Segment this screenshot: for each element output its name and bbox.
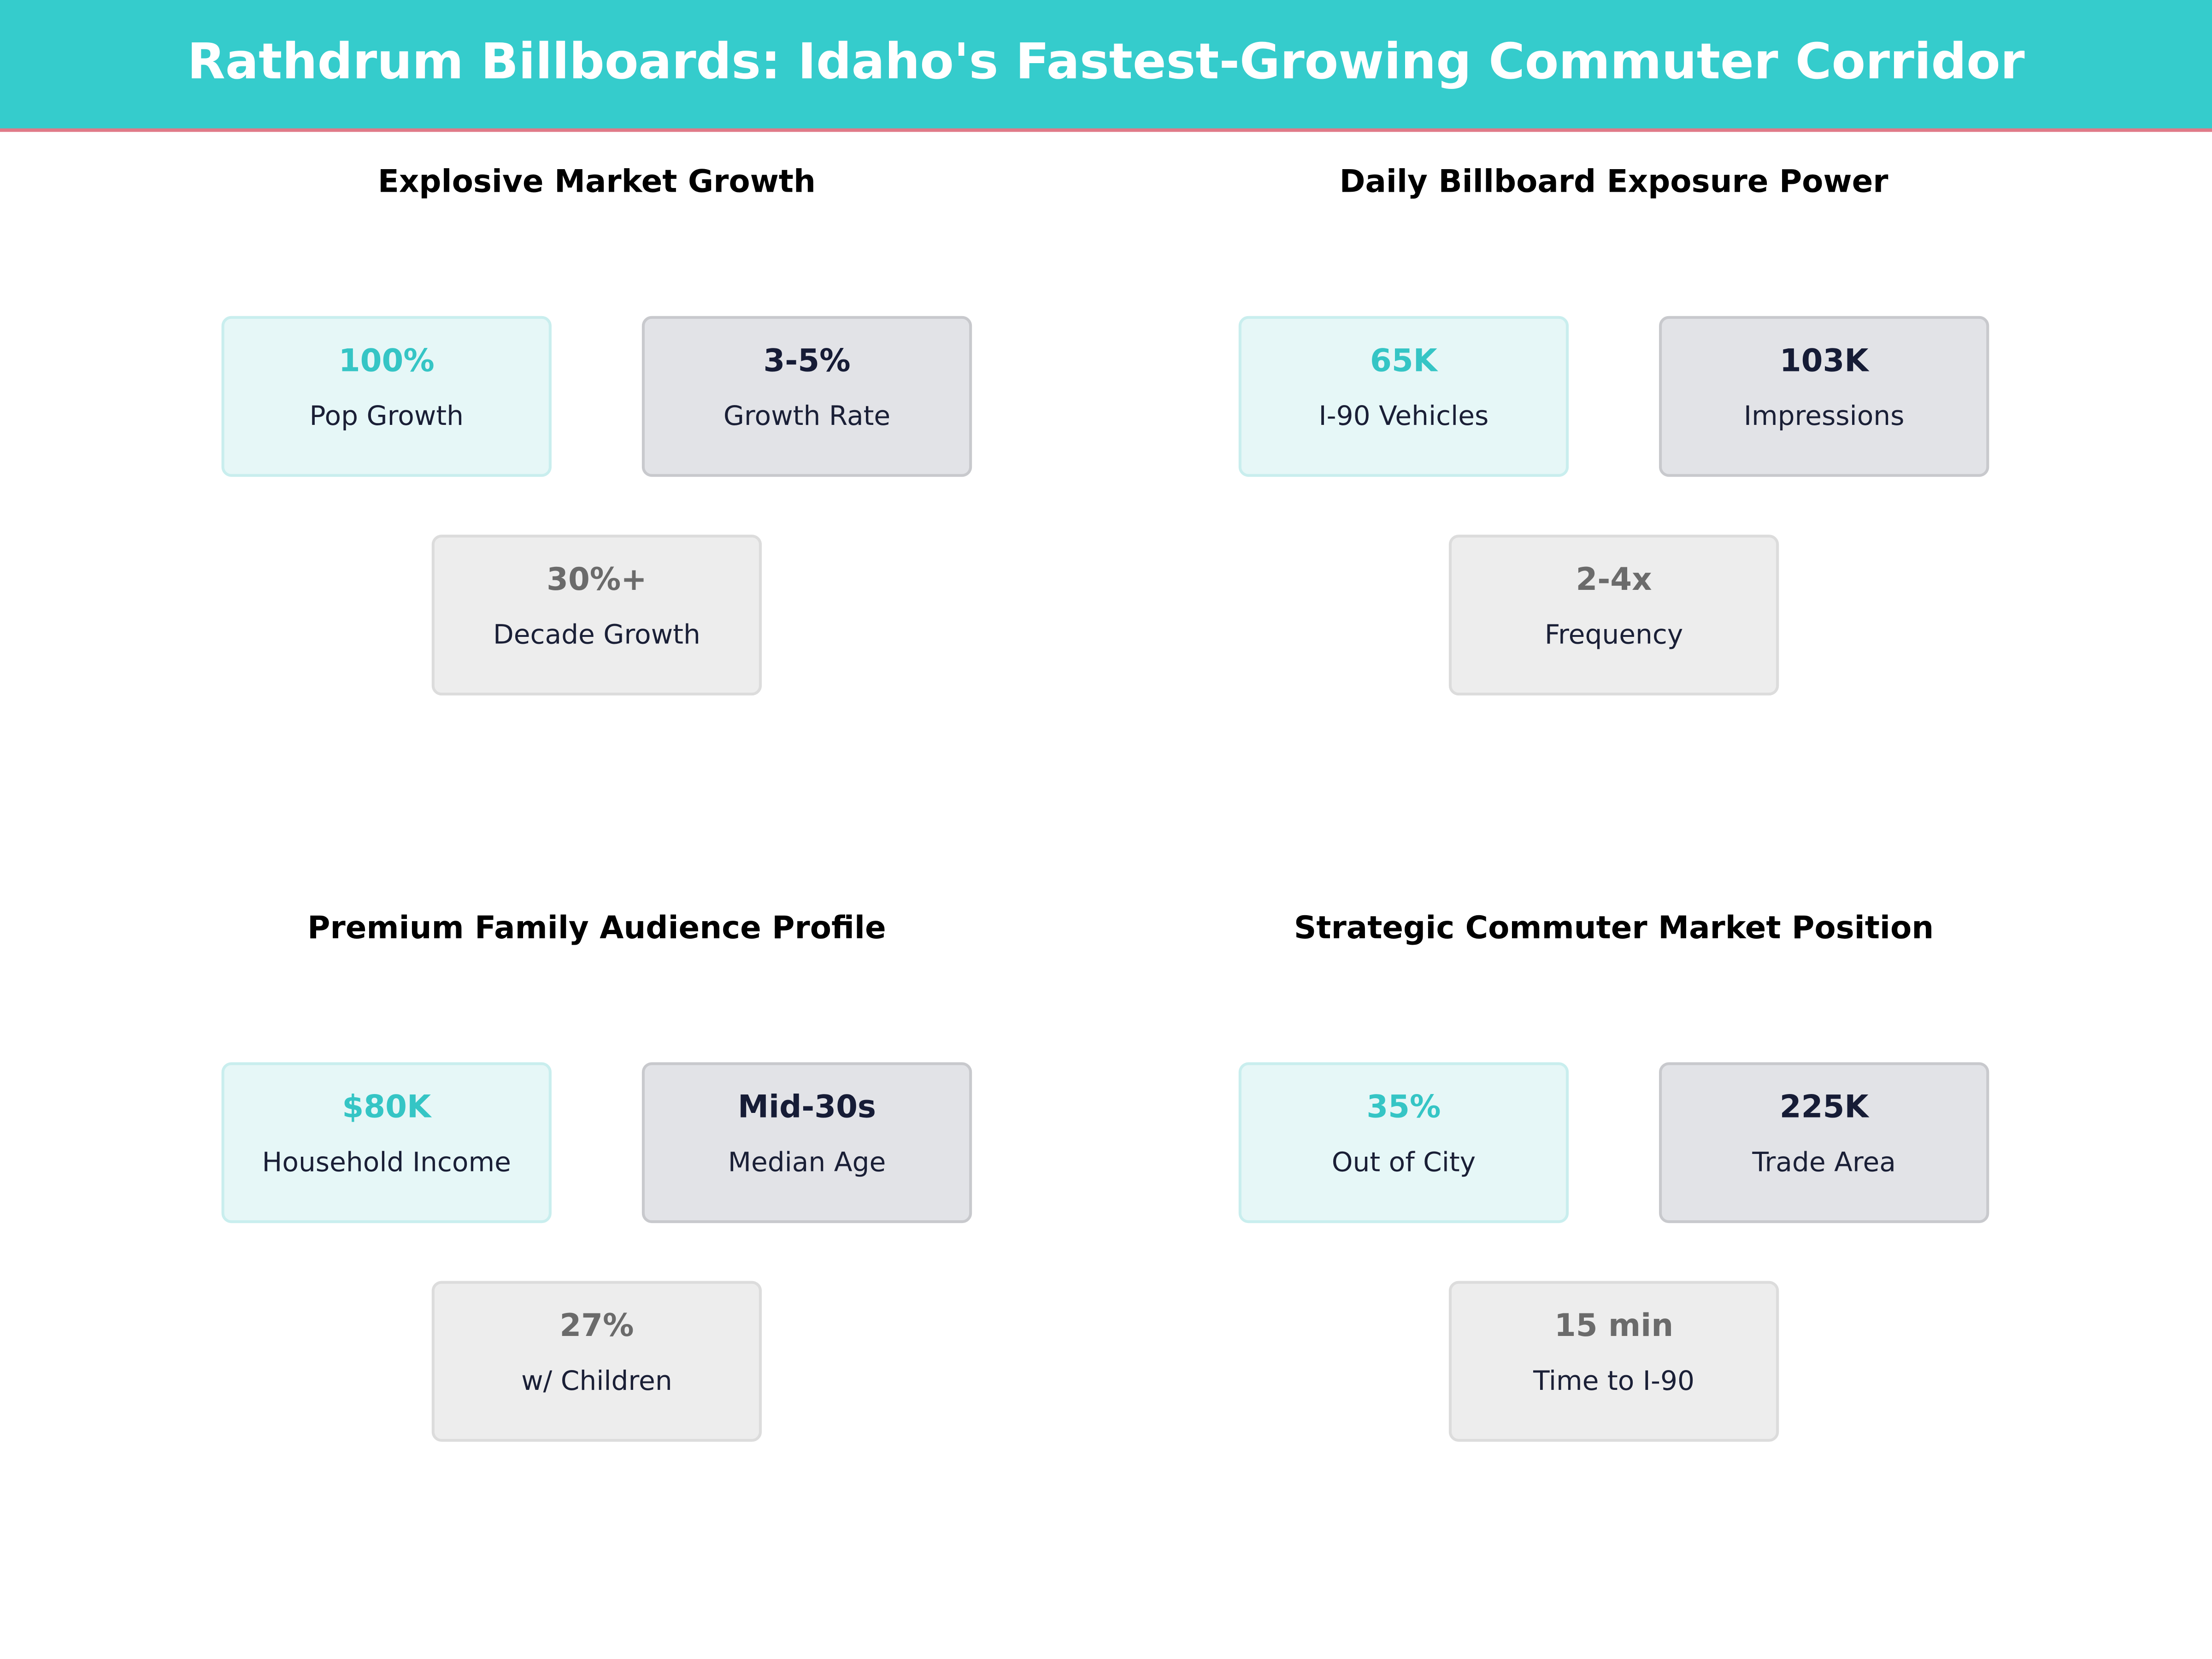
kpi-value: Mid-30s [738, 1088, 876, 1125]
kpi-card [431, 1281, 762, 1442]
kpi-label: Time to I-90 [1533, 1365, 1694, 1396]
kpi-value: 2-4x [1576, 561, 1652, 597]
page-title: Rathdrum Billboards: Idaho's Fastest-Gro… [187, 33, 2024, 90]
kpi-label: Household Income [262, 1147, 511, 1178]
kpi-value: 30%+ [547, 561, 647, 597]
kpi-value: 27% [559, 1307, 634, 1343]
kpi-value: 15 min [1554, 1307, 1673, 1343]
kpi-label: Pop Growth [310, 400, 464, 431]
header-rule [0, 128, 2212, 132]
kpi-card [1659, 316, 1989, 477]
kpi-value: 225K [1780, 1088, 1870, 1125]
kpi-label: Growth Rate [724, 400, 890, 431]
kpi-label: Out of City [1332, 1147, 1476, 1178]
kpi-label: Decade Growth [493, 619, 700, 650]
kpi-label: Trade Area [1752, 1147, 1896, 1178]
kpi-value: $80K [342, 1088, 432, 1125]
kpi-card [1238, 316, 1569, 477]
kpi-label: Frequency [1545, 619, 1683, 650]
kpi-label: w/ Children [521, 1365, 672, 1396]
kpi-card [641, 1062, 972, 1224]
kpi-value: 3-5% [763, 342, 850, 378]
kpi-label: I-90 Vehicles [1318, 400, 1488, 431]
kpi-label: Impressions [1744, 400, 1905, 431]
panel-title: Explosive Market Growth [378, 163, 816, 200]
panel-title: Premium Family Audience Profile [307, 909, 886, 946]
kpi-value: 100% [339, 342, 435, 378]
panel-title: Daily Billboard Exposure Power [1340, 163, 1888, 200]
header-bar [0, 0, 2212, 130]
kpi-card [641, 316, 972, 477]
kpi-card [1238, 1062, 1569, 1224]
kpi-card [1659, 1062, 1989, 1224]
kpi-card [221, 316, 552, 477]
panel-title: Strategic Commuter Market Position [1294, 909, 1934, 946]
kpi-card [1448, 1281, 1779, 1442]
kpi-value: 35% [1366, 1088, 1441, 1125]
kpi-card [1448, 535, 1779, 696]
kpi-card [431, 535, 762, 696]
kpi-value: 65K [1370, 342, 1439, 378]
kpi-card [221, 1062, 552, 1224]
kpi-value: 103K [1780, 342, 1870, 378]
kpi-label: Median Age [728, 1147, 886, 1178]
